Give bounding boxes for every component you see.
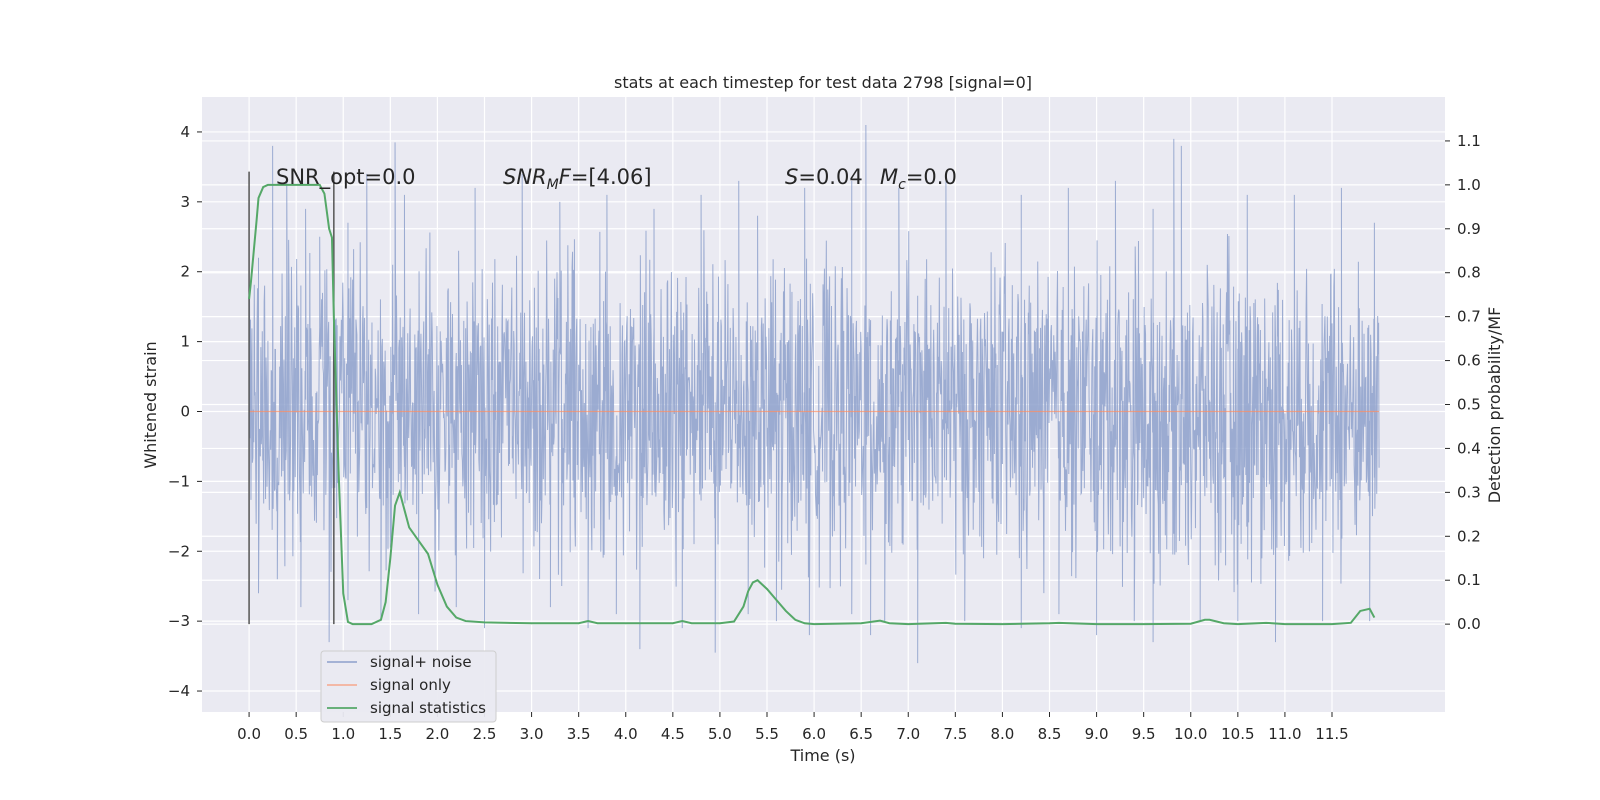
x-tick-label: 2.5 bbox=[473, 725, 497, 743]
x-tick-label: 8.0 bbox=[990, 725, 1014, 743]
y-tick-label-left: −1 bbox=[168, 472, 190, 490]
y-tick-label-right: 0.5 bbox=[1457, 396, 1481, 414]
y-tick-label-right: 0.7 bbox=[1457, 308, 1481, 326]
x-tick-label: 0.0 bbox=[237, 725, 261, 743]
mc-subscript: c bbox=[898, 177, 906, 193]
signal-statistics-line bbox=[248, 183, 1376, 626]
x-tick-label: 8.5 bbox=[1038, 725, 1062, 743]
y-tick-label-right: 1.0 bbox=[1457, 176, 1481, 194]
snr-opt-annotation: SNR_opt=0.0 bbox=[276, 165, 416, 190]
x-tick-label: 1.5 bbox=[378, 725, 402, 743]
y-tick-label-right: 0.2 bbox=[1457, 527, 1481, 545]
x-tick-label: 9.0 bbox=[1085, 725, 1109, 743]
legend-label-signal-statistics: signal statistics bbox=[370, 699, 486, 717]
x-tick-label: 5.5 bbox=[755, 725, 779, 743]
snr-mf-value: =[4.06] bbox=[571, 165, 652, 189]
y-tick-label-right: 0.0 bbox=[1457, 615, 1481, 633]
legend-label-signal-noise: signal+ noise bbox=[370, 653, 472, 671]
mc-annotation: Mc=0.0 bbox=[880, 165, 957, 193]
y-tick-label-right: 0.1 bbox=[1457, 571, 1481, 589]
x-tick-label: 10.5 bbox=[1221, 725, 1254, 743]
y-tick-label-left: 2 bbox=[180, 263, 190, 281]
snr-mf-annotation: SNRMF=[4.06] bbox=[503, 165, 652, 193]
s-annotation: S=0.04 bbox=[785, 165, 863, 189]
right-y-axis-ticks: 1.1 1.0 0.9 0.8 0.7 0.6 0.5 0.4 0.3 0.2 0.1 0.0 bbox=[1445, 132, 1481, 633]
x-tick-label: 10.0 bbox=[1174, 725, 1207, 743]
legend: signal+ noise signal only signal statist… bbox=[320, 650, 497, 723]
snr-mf-subscript: M bbox=[547, 177, 559, 193]
snr-mf-prefix: SNR bbox=[503, 165, 547, 189]
x-tick-label: 11.0 bbox=[1268, 725, 1301, 743]
signal-statistics-series bbox=[248, 183, 1376, 626]
x-tick-label: 4.5 bbox=[661, 725, 685, 743]
x-tick-label: 3.5 bbox=[567, 725, 591, 743]
y-tick-label-left: 0 bbox=[180, 402, 190, 420]
x-tick-label: 7.0 bbox=[896, 725, 920, 743]
right-y-axis-label: Detection probability/MF bbox=[1485, 307, 1504, 504]
y-tick-label-right: 0.8 bbox=[1457, 264, 1481, 282]
y-tick-label-right: 0.6 bbox=[1457, 352, 1481, 370]
s-value: =0.04 bbox=[798, 165, 862, 189]
legend-box bbox=[320, 650, 497, 723]
y-tick-label-left: 3 bbox=[180, 193, 190, 211]
mc-value: =0.0 bbox=[906, 165, 957, 189]
chart-title: stats at each timestep for test data 279… bbox=[614, 73, 1032, 92]
legend-label-signal-only: signal only bbox=[370, 676, 451, 694]
x-tick-label: 6.5 bbox=[849, 725, 873, 743]
y-tick-label-left: 4 bbox=[180, 123, 190, 141]
x-tick-label: 9.5 bbox=[1132, 725, 1156, 743]
left-y-axis-ticks: 4 3 2 1 0 −1 −2 −3 −4 bbox=[168, 123, 202, 700]
y-tick-label-left: −2 bbox=[168, 542, 190, 560]
vertical-markers bbox=[248, 171, 335, 625]
y-tick-label-right: 0.4 bbox=[1457, 439, 1481, 457]
left-y-axis-label: Whitened strain bbox=[141, 341, 160, 468]
x-tick-label: 0.5 bbox=[284, 725, 308, 743]
x-axis-ticks: 0.0 0.5 1.0 1.5 2.0 2.5 3.0 3.5 4.0 4.5 5.0 5.5 6.0 6… bbox=[237, 712, 1349, 743]
x-tick-label: 3.0 bbox=[520, 725, 544, 743]
x-tick-label: 2.0 bbox=[425, 725, 449, 743]
y-tick-label-left: −4 bbox=[168, 682, 190, 700]
y-tick-label-right: 1.1 bbox=[1457, 132, 1481, 150]
y-tick-label-right: 0.3 bbox=[1457, 483, 1481, 501]
s-symbol: S bbox=[785, 165, 798, 189]
y-tick-label-left: −3 bbox=[168, 612, 190, 630]
x-tick-label: 4.0 bbox=[614, 725, 638, 743]
snr-mf-f: F bbox=[559, 165, 572, 189]
x-tick-label: 7.5 bbox=[943, 725, 967, 743]
x-tick-label: 11.5 bbox=[1315, 725, 1348, 743]
x-axis-label: Time (s) bbox=[789, 746, 855, 765]
x-tick-label: 5.0 bbox=[708, 725, 732, 743]
x-tick-label: 1.0 bbox=[331, 725, 355, 743]
x-tick-label: 6.0 bbox=[802, 725, 826, 743]
signal-noise-series bbox=[248, 124, 1380, 664]
mc-symbol: M bbox=[880, 165, 898, 189]
signal-noise-line bbox=[248, 124, 1380, 664]
y-tick-label-right: 0.9 bbox=[1457, 220, 1481, 238]
y-tick-label-left: 1 bbox=[180, 333, 190, 351]
